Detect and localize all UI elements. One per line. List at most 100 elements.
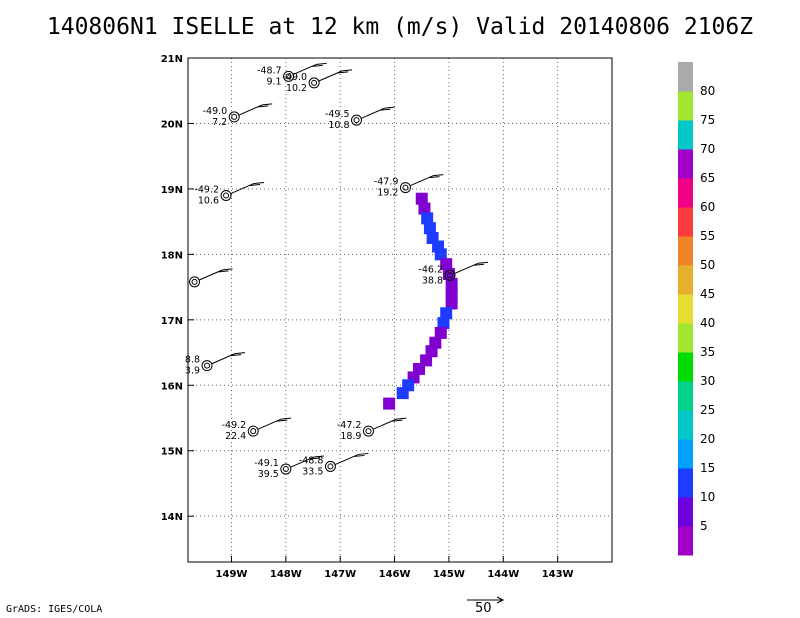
wind-barb-feather <box>250 183 261 186</box>
station-marker: -49.139.5 <box>254 455 324 480</box>
station-temp-label: -46.2 <box>418 264 443 275</box>
station-ring-outer <box>444 269 456 281</box>
wind-barb-feather <box>433 174 444 177</box>
station-ring-inner <box>285 73 292 80</box>
station-temp-label: -47.2 <box>337 420 362 431</box>
colorbar-swatch <box>678 178 693 208</box>
station-wind-label: 7.2 <box>212 117 227 128</box>
colorbar-swatch <box>678 410 693 440</box>
y-tick-label: 20N <box>161 119 183 130</box>
wind-band-cell <box>383 397 396 410</box>
wind-barb-feather <box>281 417 292 420</box>
station-marker: -49.222.4 <box>222 417 292 442</box>
wind-barb-feather <box>312 64 323 67</box>
wind-barb-feather <box>277 419 288 422</box>
wind-barb-feather <box>473 263 485 266</box>
wind-band-cell <box>440 307 453 320</box>
station-ring-inner <box>191 278 198 285</box>
station-temp-label: -49.5 <box>325 109 350 120</box>
colorbar-label: 15 <box>700 461 715 475</box>
station-marker: -46.238.8 <box>418 261 489 286</box>
station-marker: -47.919.2 <box>374 174 444 199</box>
colorbar-label: 55 <box>700 229 715 243</box>
y-tick-label: 18N <box>161 250 183 261</box>
colorbar-label: 50 <box>700 258 715 272</box>
station-ring-inner <box>327 463 334 470</box>
colorbar-swatch <box>678 468 693 498</box>
credit-text: GrADS: IGES/COLA <box>6 604 103 615</box>
station-marker: -48.79.1 <box>257 62 327 87</box>
station-ring-inner <box>353 117 360 124</box>
station-ring-outer <box>247 425 259 437</box>
station-marker: 8.83.9 <box>185 352 246 377</box>
station-layer: -48.79.1 -49.010.2-49.07.2-49.510.8-49.21… <box>185 62 489 480</box>
wind-band-cell <box>434 248 447 261</box>
station-temp-label: 8.8 <box>185 355 200 366</box>
station-ring-inner <box>365 428 372 435</box>
station-wind-label: 38.8 <box>422 275 443 286</box>
station-wind-label: 39.5 <box>258 469 279 480</box>
station-ring-outer <box>220 189 232 201</box>
x-tick-label: 147W <box>324 569 356 580</box>
scale-label: 50 <box>475 601 492 616</box>
wind-barb-feather <box>477 261 489 264</box>
station-wind-label: 18.9 <box>340 431 361 442</box>
x-tick-label: 143W <box>542 569 574 580</box>
station-temp-label: -49.1 <box>254 458 279 469</box>
station-temp-label: -49.2 <box>194 184 219 195</box>
x-tick-label: 149W <box>216 569 248 580</box>
scale-arrow <box>467 596 505 604</box>
colorbar-swatch <box>678 497 693 527</box>
wind-band-cell <box>423 222 436 235</box>
wind-band-cell <box>437 317 450 330</box>
wind-band-cell <box>445 297 458 310</box>
colorbar-swatch <box>678 91 693 121</box>
x-tick-label: 148W <box>270 569 302 580</box>
station-ring-outer <box>324 460 336 472</box>
x-tick-label: 146W <box>379 569 411 580</box>
wind-barb-feather <box>338 71 349 74</box>
station-ring-outer <box>280 463 292 475</box>
station-temp-label: -47.9 <box>374 177 399 188</box>
station-temp-label: -49.2 <box>222 420 247 431</box>
station-ring-outer <box>283 70 295 82</box>
station-wind-label: 3.9 <box>185 366 200 377</box>
station-ring-outer <box>308 77 320 89</box>
station-ring-outer <box>201 360 213 372</box>
station-ring-inner <box>447 272 454 279</box>
station-wind-label: 33.5 <box>302 466 323 477</box>
wind-band-cell <box>396 387 409 400</box>
wind-band-cell <box>418 202 431 215</box>
station-marker: -49.210.6 <box>194 181 265 206</box>
wind-barb-feather <box>380 108 391 111</box>
station-ring-inner <box>311 79 318 86</box>
chart-title: 140806N1 ISELLE at 12 km (m/s) Valid 201… <box>46 14 754 40</box>
colorbar: 5 10 15 20 25 30 35 40 45 50 55 60 65 70 75 80 <box>678 62 715 556</box>
wind-barb-feather <box>342 69 353 72</box>
wind-barb-feather <box>254 181 265 184</box>
wind-barb-feather <box>396 417 407 420</box>
colorbar-label: 45 <box>700 287 715 301</box>
wind-band-cell <box>425 345 438 358</box>
station-ring-outer <box>399 182 411 194</box>
station-ring-inner <box>204 362 211 369</box>
colorbar-label: 75 <box>700 113 715 127</box>
colorbar-swatch <box>678 323 693 353</box>
colorbar-label: 25 <box>700 403 715 417</box>
station-ring-outer <box>189 276 201 288</box>
wind-band-cell <box>440 258 453 271</box>
wind-band-cell <box>421 212 434 225</box>
x-tick-label: 145W <box>433 569 465 580</box>
wind-barb-feather <box>392 419 403 422</box>
station-marker: -49.010.2 <box>283 69 353 94</box>
wind-band-cell <box>434 326 447 339</box>
colorbar-label: 40 <box>700 316 715 330</box>
x-tick-label: 144W <box>487 569 519 580</box>
station-temp-label: -49.0 <box>203 106 228 117</box>
wind-band-cell <box>445 277 458 290</box>
colorbar-label: 30 <box>700 374 715 388</box>
colorbar-swatch <box>678 352 693 382</box>
station-marker: -47.218.9 <box>337 417 407 442</box>
station-marker: -48.833.5 <box>299 452 369 477</box>
station-wind-label: 22.4 <box>225 431 246 442</box>
